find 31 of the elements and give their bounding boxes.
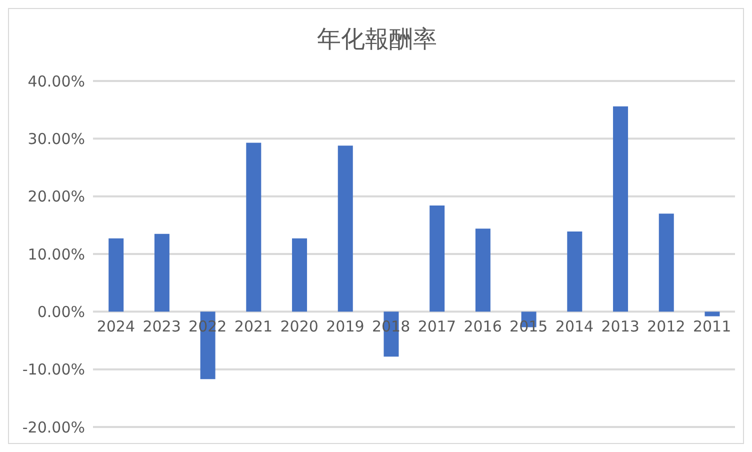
y-tick-label: 10.00% (28, 245, 85, 264)
bar (246, 142, 262, 312)
y-tick-label: 30.00% (28, 130, 85, 148)
y-tick-label: 0.00% (37, 302, 85, 321)
bar (613, 106, 628, 312)
x-tick-label: 2023 (142, 318, 181, 336)
y-tick-label: -20.00% (22, 418, 85, 436)
x-tick-label: 2020 (280, 318, 318, 336)
bar (704, 312, 720, 316)
y-tick-label: 20.00% (28, 188, 85, 206)
x-tick-label: 2021 (234, 318, 273, 336)
bar (430, 206, 445, 312)
x-tick-label: 2012 (647, 318, 686, 336)
y-tick-label: -10.00% (22, 360, 85, 379)
x-tick-label: 2015 (510, 318, 548, 336)
x-tick-label: 2024 (96, 318, 136, 336)
bar (567, 232, 582, 312)
x-tick-label: 2019 (326, 318, 364, 336)
bar (338, 146, 353, 312)
bar (475, 228, 490, 312)
bar (154, 234, 170, 312)
bar (108, 238, 124, 312)
chart-title: 年化報酬率 (316, 24, 438, 55)
bar (292, 238, 308, 312)
x-tick-label: 2013 (601, 318, 640, 336)
bar (658, 214, 674, 312)
x-tick-label: 2017 (418, 318, 456, 336)
x-tick-label: 2016 (464, 318, 502, 336)
x-tick-label: 2011 (692, 318, 732, 336)
x-tick-label: 2014 (555, 318, 594, 336)
y-tick-label: 40.00% (28, 72, 85, 90)
